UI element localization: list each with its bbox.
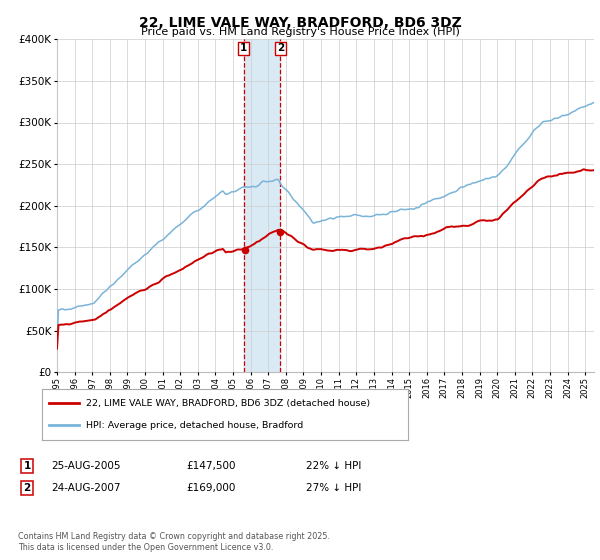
Text: 25-AUG-2005: 25-AUG-2005 <box>51 461 121 471</box>
Text: 2: 2 <box>23 483 31 493</box>
Text: 22, LIME VALE WAY, BRADFORD, BD6 3DZ: 22, LIME VALE WAY, BRADFORD, BD6 3DZ <box>139 16 461 30</box>
Text: HPI: Average price, detached house, Bradford: HPI: Average price, detached house, Brad… <box>86 421 303 430</box>
Text: £147,500: £147,500 <box>186 461 235 471</box>
Text: 22% ↓ HPI: 22% ↓ HPI <box>306 461 361 471</box>
Text: Contains HM Land Registry data © Crown copyright and database right 2025.
This d: Contains HM Land Registry data © Crown c… <box>18 532 330 552</box>
Text: 24-AUG-2007: 24-AUG-2007 <box>51 483 121 493</box>
Text: 22, LIME VALE WAY, BRADFORD, BD6 3DZ (detached house): 22, LIME VALE WAY, BRADFORD, BD6 3DZ (de… <box>86 399 370 408</box>
Text: Price paid vs. HM Land Registry's House Price Index (HPI): Price paid vs. HM Land Registry's House … <box>140 27 460 37</box>
Text: £169,000: £169,000 <box>186 483 235 493</box>
Text: 1: 1 <box>240 43 247 53</box>
Text: 1: 1 <box>23 461 31 471</box>
Bar <box>244 39 280 372</box>
Text: 27% ↓ HPI: 27% ↓ HPI <box>306 483 361 493</box>
Text: 2: 2 <box>277 43 284 53</box>
